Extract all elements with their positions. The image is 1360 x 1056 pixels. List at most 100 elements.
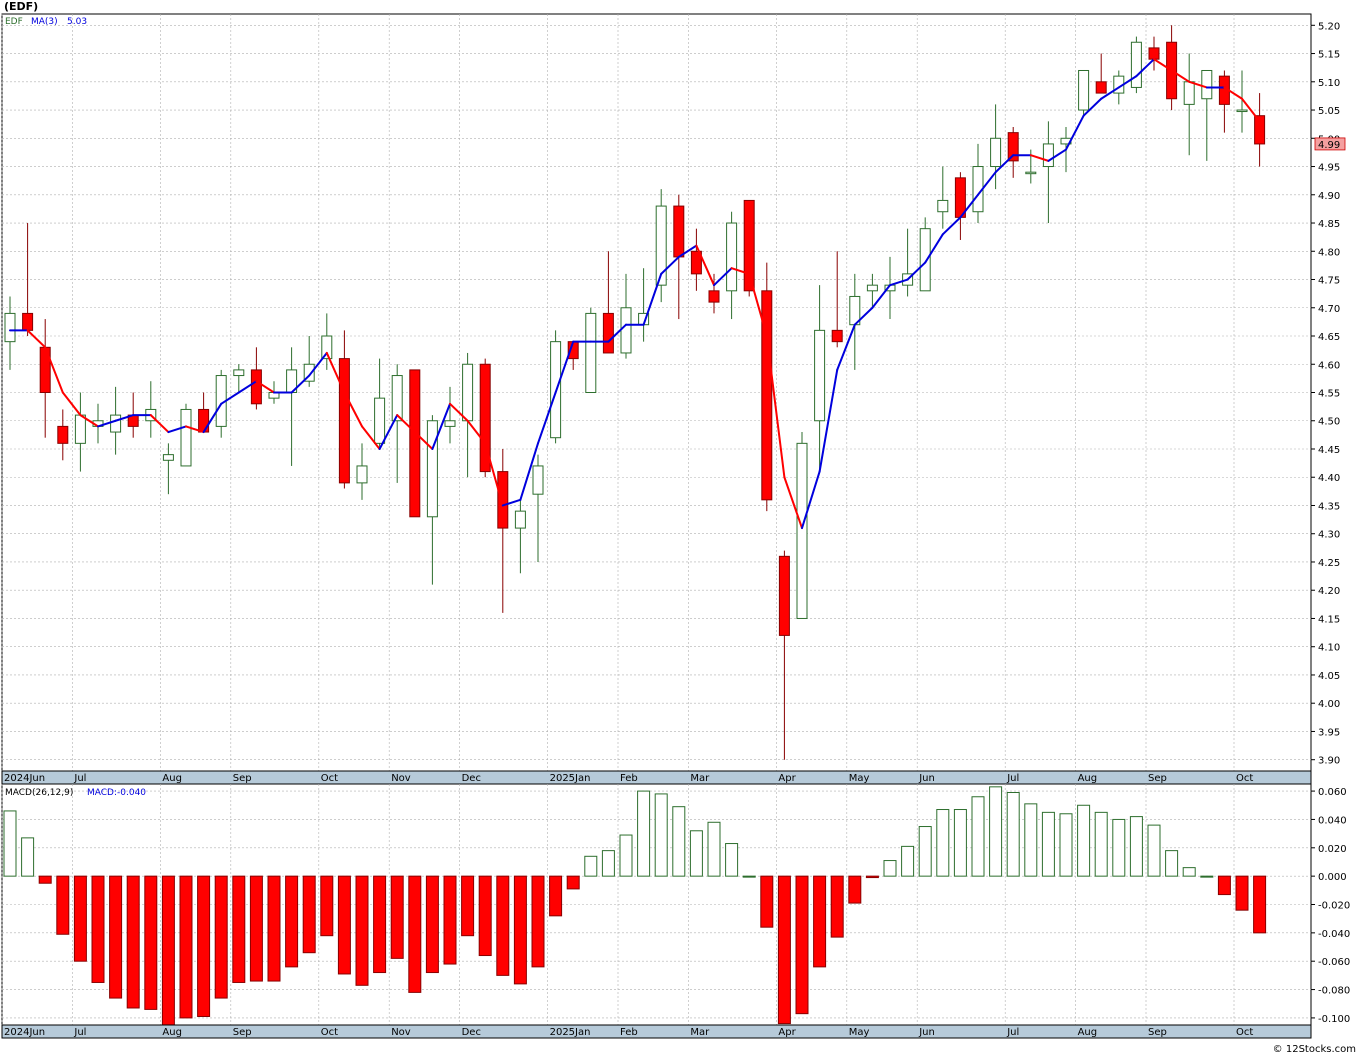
- macd-bar: [1217, 875, 1231, 896]
- candle: [479, 358, 491, 478]
- macd-x-tick-label: Jul: [1006, 1027, 1019, 1038]
- macd-bar: [742, 875, 756, 878]
- ma-segment: [1170, 69, 1191, 83]
- price-x-tick-label: Aug: [162, 773, 182, 784]
- ma-segment: [185, 425, 205, 434]
- ma-segment: [237, 380, 258, 394]
- candle-body: [356, 465, 368, 484]
- macd-indicator-label: MACD(26,12,9): [5, 788, 73, 798]
- macd-x-axis: 2024Jun Jul Aug Sep Oct Nov Dec 2025Jan Feb Mar Ap…: [1, 1024, 1312, 1039]
- candle-body: [180, 408, 192, 467]
- macd-bar: [1059, 813, 1073, 877]
- macd-bar: [1094, 811, 1108, 877]
- ma-segment: [308, 351, 328, 377]
- candle: [233, 364, 245, 393]
- ma-segment: [765, 335, 786, 479]
- macd-x-tick-label: Feb: [620, 1027, 638, 1038]
- macd-bar: [355, 875, 369, 986]
- candle-body: [937, 199, 949, 213]
- candle-body: [1201, 69, 1213, 100]
- candle-body: [1183, 81, 1195, 105]
- price-x-tick-label: Jul: [73, 773, 86, 784]
- candle: [726, 211, 738, 320]
- price-y-tick-label: 4.10: [1318, 643, 1340, 654]
- price-x-tick-label: Nov: [391, 773, 411, 784]
- macd-bar: [73, 875, 87, 962]
- macd-bar: [285, 875, 299, 968]
- macd-bar: [1182, 867, 1196, 877]
- macd-x-tick-label: Apr: [778, 1027, 796, 1038]
- ma-segment: [255, 380, 275, 394]
- candle-body: [233, 369, 245, 377]
- macd-x-tick-label: Jun: [918, 1027, 935, 1038]
- macd-bar: [584, 855, 598, 877]
- price-y-tick-label: 4.90: [1318, 191, 1340, 202]
- candle-body: [796, 442, 808, 619]
- macd-x-tick-label: Jul: [73, 1027, 86, 1038]
- price-x-tick-label: Jul: [1006, 773, 1019, 784]
- candle-body: [321, 335, 333, 360]
- ma-segment: [1153, 58, 1173, 72]
- ma-segment: [61, 391, 82, 417]
- ma-segment: [695, 244, 715, 287]
- candle: [57, 409, 69, 461]
- macd-bar: [1253, 875, 1267, 934]
- candle: [303, 336, 315, 387]
- macd-x-tick-label: Aug: [1078, 1027, 1098, 1038]
- candle: [532, 454, 544, 562]
- candle-body: [990, 137, 1002, 168]
- ma-segment: [1100, 86, 1120, 100]
- macd-bar: [197, 875, 211, 1017]
- candle: [550, 330, 562, 444]
- price-x-tick-label: May: [849, 773, 870, 784]
- candle-body: [1025, 171, 1037, 175]
- ma-segment: [713, 267, 733, 287]
- macd-bar: [1129, 816, 1143, 877]
- candle: [250, 347, 262, 410]
- ma-segment: [871, 284, 891, 309]
- candle-body: [673, 205, 685, 258]
- macd-x-tick-label: Mar: [690, 1027, 710, 1038]
- macd-bar: [672, 806, 686, 877]
- macd-bar: [953, 809, 967, 877]
- ma-segment: [959, 193, 979, 219]
- candle-body: [74, 414, 86, 444]
- candle: [778, 550, 790, 760]
- macd-bar: [320, 875, 334, 937]
- ma-segment: [1029, 154, 1050, 162]
- legend-ma-label: MA(3): [31, 17, 58, 27]
- candle-body: [620, 307, 632, 354]
- candle-body: [57, 425, 69, 444]
- price-x-axis-band: [1, 770, 1312, 785]
- macd-bar: [38, 875, 52, 884]
- ma-segment: [114, 414, 135, 422]
- macd-x-tick-label: May: [849, 1027, 870, 1038]
- macd-bar: [126, 875, 140, 1009]
- ma-segment: [466, 419, 487, 445]
- candle-body: [198, 408, 210, 433]
- macd-bar: [337, 875, 351, 975]
- macd-bar: [478, 875, 492, 957]
- macd-bar: [777, 875, 791, 1025]
- candle-body: [110, 414, 122, 433]
- ma-segment: [924, 233, 944, 264]
- ma-segment: [501, 498, 522, 507]
- macd-bar: [56, 875, 70, 935]
- ma-segment: [941, 216, 962, 236]
- candle-body: [514, 510, 526, 529]
- ma-segment: [1135, 58, 1155, 78]
- ma-segment: [730, 267, 751, 275]
- candle-body: [602, 312, 614, 354]
- legend-ma-value: 5.03: [67, 17, 87, 27]
- candle: [866, 273, 878, 308]
- macd-bar: [425, 875, 439, 974]
- ma-segment: [396, 414, 416, 434]
- macd-x-tick-label: Sep: [1148, 1027, 1167, 1038]
- macd-bar: [725, 843, 739, 877]
- candle-body: [162, 454, 174, 461]
- macd-bar: [232, 875, 246, 983]
- candle: [180, 403, 192, 467]
- legend-symbol: EDF: [5, 17, 23, 27]
- candle-body: [1148, 47, 1160, 60]
